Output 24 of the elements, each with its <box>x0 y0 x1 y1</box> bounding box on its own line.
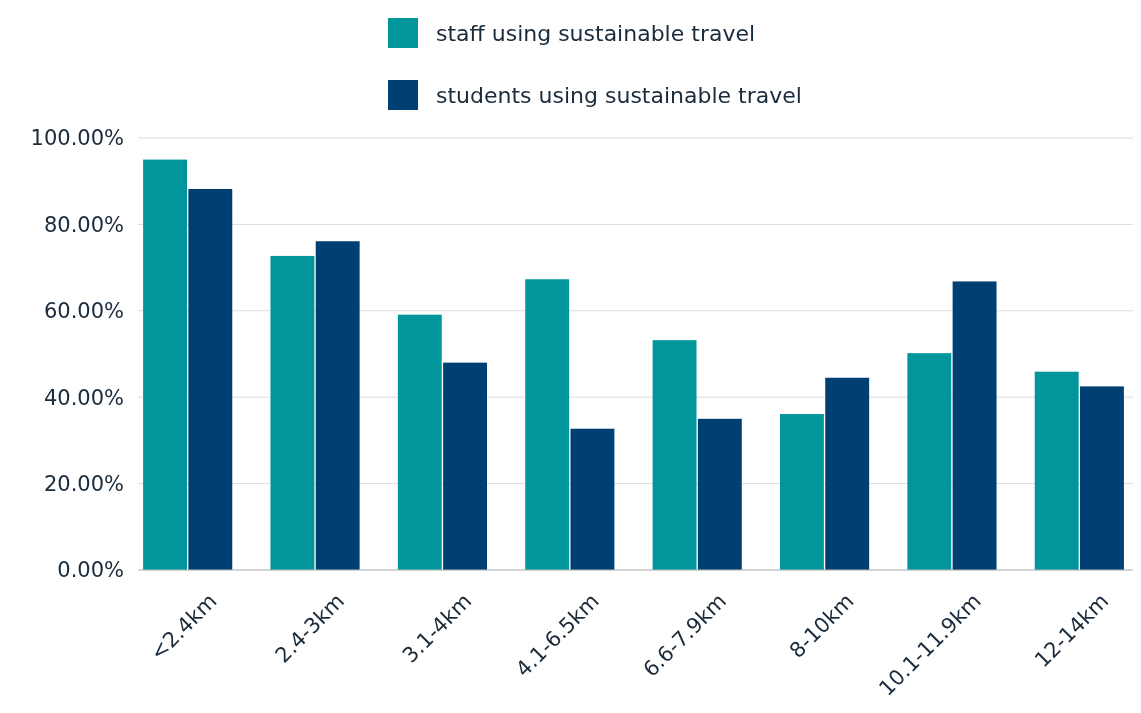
bar <box>1034 371 1079 570</box>
bar <box>315 241 360 570</box>
y-tick-label: 60.00% <box>43 299 124 324</box>
bar <box>779 414 824 570</box>
legend-label: students using sustainable travel <box>436 82 802 108</box>
bar <box>270 255 315 570</box>
y-tick-label: 40.00% <box>43 385 124 410</box>
legend-label: staff using sustainable travel <box>436 20 756 46</box>
bar <box>188 188 233 570</box>
y-tick-label: 80.00% <box>43 212 124 237</box>
bar <box>443 362 488 570</box>
bar <box>525 279 570 570</box>
bar <box>952 281 997 570</box>
bar <box>652 340 697 570</box>
y-tick-label: 20.00% <box>43 471 124 496</box>
bar <box>143 159 187 570</box>
y-tick-label: 0.00% <box>57 558 124 583</box>
bar <box>570 428 615 570</box>
y-tick-label: 100.00% <box>30 126 124 151</box>
bar <box>397 314 442 570</box>
bar <box>907 353 952 570</box>
bar <box>1080 386 1124 570</box>
bar <box>697 418 742 570</box>
bar <box>825 377 870 570</box>
